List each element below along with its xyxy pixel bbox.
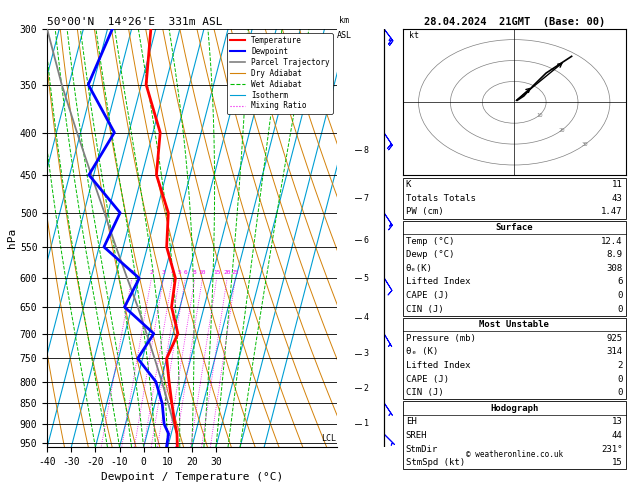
Text: θₑ(K): θₑ(K) <box>406 264 433 273</box>
Text: 15: 15 <box>612 458 623 467</box>
Text: 28.04.2024  21GMT  (Base: 00): 28.04.2024 21GMT (Base: 00) <box>423 17 605 27</box>
Text: 50°00'N  14°26'E  331m ASL: 50°00'N 14°26'E 331m ASL <box>47 17 223 27</box>
Text: 2: 2 <box>150 270 153 275</box>
Text: 1: 1 <box>364 419 369 429</box>
Text: 5: 5 <box>177 270 181 275</box>
Text: Surface: Surface <box>496 223 533 232</box>
Text: Dewp (°C): Dewp (°C) <box>406 250 454 259</box>
Text: 6: 6 <box>617 278 623 286</box>
Legend: Temperature, Dewpoint, Parcel Trajectory, Dry Adiabat, Wet Adiabat, Isotherm, Mi: Temperature, Dewpoint, Parcel Trajectory… <box>226 33 333 114</box>
Text: 4: 4 <box>170 270 174 275</box>
Text: PW (cm): PW (cm) <box>406 208 443 216</box>
Y-axis label: hPa: hPa <box>7 228 17 248</box>
Text: 231°: 231° <box>601 445 623 453</box>
Text: Most Unstable: Most Unstable <box>479 320 549 329</box>
Text: km: km <box>339 16 349 25</box>
Text: 0: 0 <box>617 388 623 397</box>
Text: 7: 7 <box>364 193 369 203</box>
Text: Temp (°C): Temp (°C) <box>406 237 454 245</box>
Text: kt: kt <box>409 31 419 39</box>
X-axis label: Dewpoint / Temperature (°C): Dewpoint / Temperature (°C) <box>101 472 283 483</box>
Text: 0: 0 <box>617 291 623 300</box>
Text: StmSpd (kt): StmSpd (kt) <box>406 458 465 467</box>
Text: 4: 4 <box>364 313 369 322</box>
Text: 25: 25 <box>231 270 239 275</box>
Text: ASL: ASL <box>337 31 352 40</box>
Text: 6: 6 <box>184 270 187 275</box>
Text: 3: 3 <box>162 270 165 275</box>
Text: EH: EH <box>406 417 416 426</box>
Text: 12.4: 12.4 <box>601 237 623 245</box>
Text: θₑ (K): θₑ (K) <box>406 347 438 356</box>
Text: Pressure (mb): Pressure (mb) <box>406 334 476 343</box>
Text: 30: 30 <box>581 142 587 147</box>
Text: 8: 8 <box>193 270 197 275</box>
Text: Lifted Index: Lifted Index <box>406 361 470 370</box>
Text: 0: 0 <box>617 375 623 383</box>
Text: 13: 13 <box>612 417 623 426</box>
Text: 0: 0 <box>617 305 623 313</box>
Text: Lifted Index: Lifted Index <box>406 278 470 286</box>
Text: 3: 3 <box>364 349 369 358</box>
Text: LCL: LCL <box>321 434 336 443</box>
Text: 5: 5 <box>364 274 369 283</box>
Text: CAPE (J): CAPE (J) <box>406 375 448 383</box>
Text: 8: 8 <box>364 146 369 155</box>
Text: Hodograph: Hodograph <box>490 404 538 413</box>
Text: 8.9: 8.9 <box>606 250 623 259</box>
Text: 10: 10 <box>537 113 543 118</box>
Text: 314: 314 <box>606 347 623 356</box>
Text: 10: 10 <box>199 270 206 275</box>
Text: 6: 6 <box>364 236 369 245</box>
Text: 2: 2 <box>364 384 369 393</box>
Text: 44: 44 <box>612 431 623 440</box>
Text: Totals Totals: Totals Totals <box>406 194 476 203</box>
Text: StmDir: StmDir <box>406 445 438 453</box>
Text: © weatheronline.co.uk: © weatheronline.co.uk <box>465 450 563 459</box>
Text: 11: 11 <box>612 180 623 189</box>
Text: 308: 308 <box>606 264 623 273</box>
Text: 43: 43 <box>612 194 623 203</box>
Text: CIN (J): CIN (J) <box>406 305 443 313</box>
Text: 20: 20 <box>223 270 231 275</box>
Text: CIN (J): CIN (J) <box>406 388 443 397</box>
Text: CAPE (J): CAPE (J) <box>406 291 448 300</box>
Text: 925: 925 <box>606 334 623 343</box>
Text: 1.47: 1.47 <box>601 208 623 216</box>
Text: SREH: SREH <box>406 431 427 440</box>
Text: K: K <box>406 180 411 189</box>
Text: 2: 2 <box>617 361 623 370</box>
Text: 1: 1 <box>130 270 134 275</box>
Text: 15: 15 <box>213 270 220 275</box>
Text: 20: 20 <box>559 127 565 133</box>
